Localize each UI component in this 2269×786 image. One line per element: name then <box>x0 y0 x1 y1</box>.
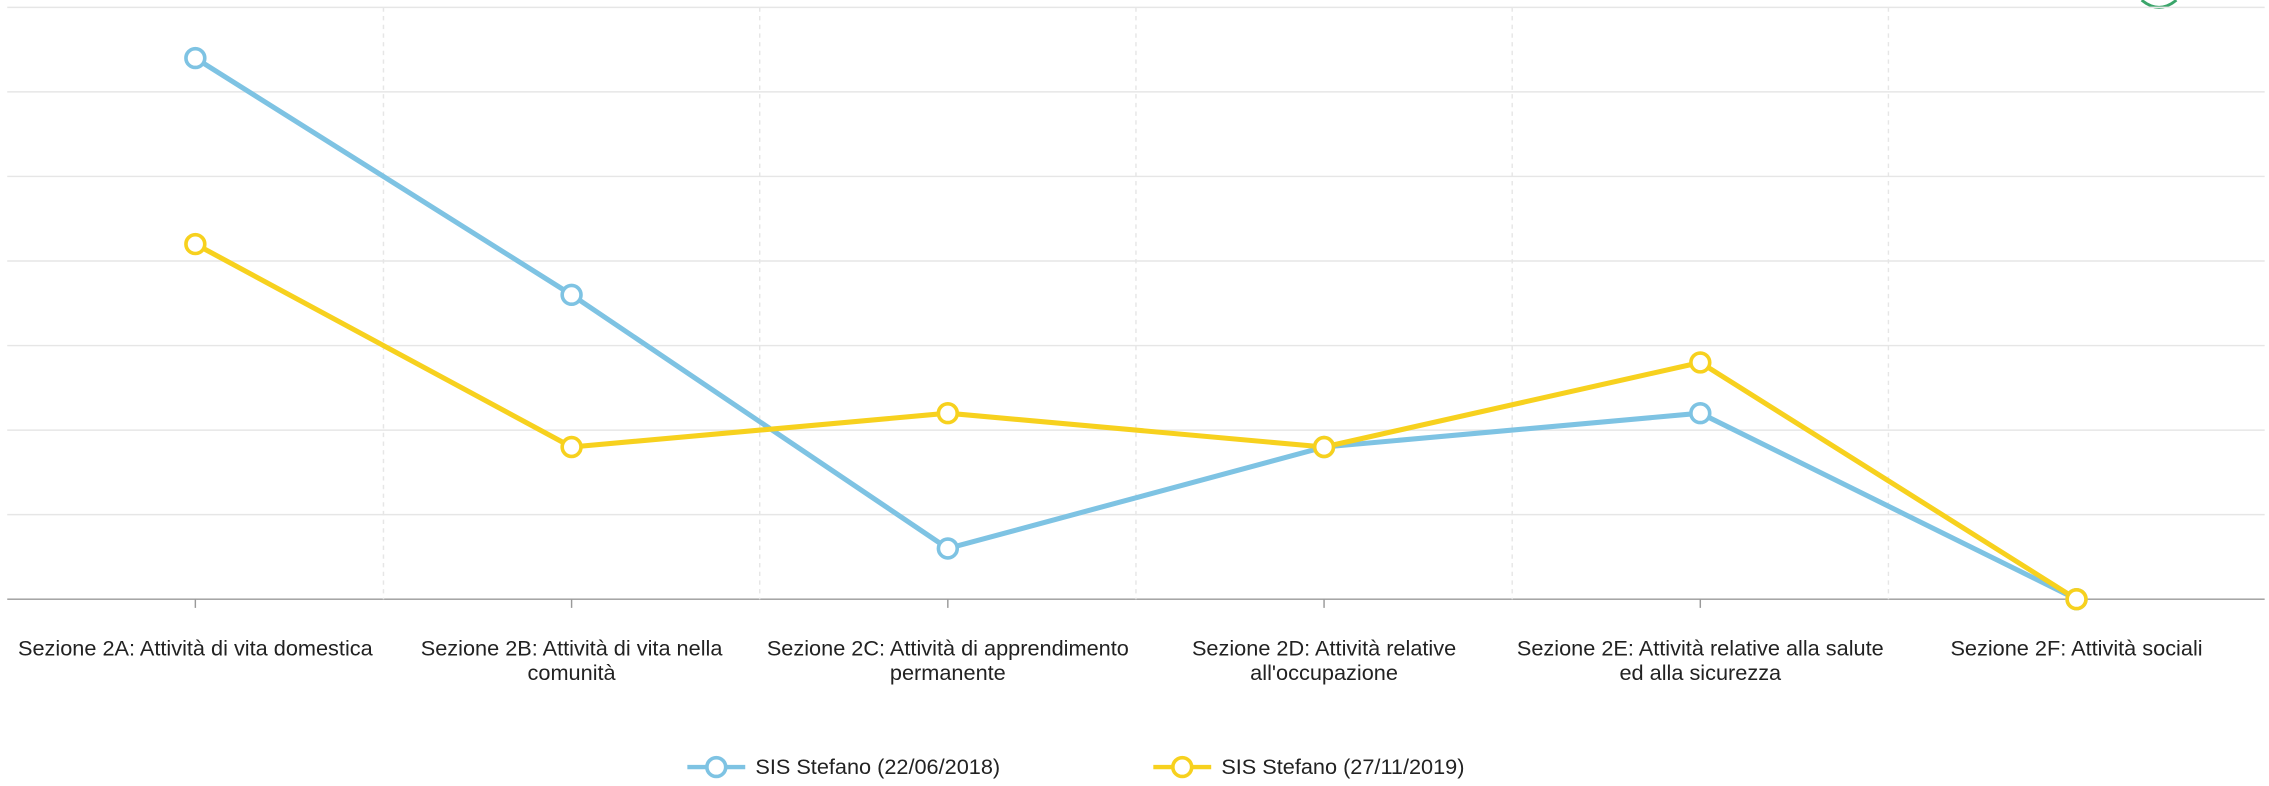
point <box>1689 401 1712 425</box>
legend-label: SIS Stefano (22/06/2018) <box>755 754 1000 779</box>
x-tick-label-box: Sezione 2D: Attività relative all'occupa… <box>1191 636 1457 687</box>
point <box>184 232 207 256</box>
legend-label: SIS Stefano (27/11/2019) <box>1221 754 1464 779</box>
x-tick-label-box: Sezione 2B: Attività di vita nella comun… <box>420 636 723 687</box>
legend-marker <box>1171 755 1194 779</box>
point <box>936 401 960 425</box>
x-tick-label-box: Sezione 2C: Attività di apprendimento pe… <box>766 636 1129 687</box>
series-line <box>194 55 2078 602</box>
point <box>560 435 583 459</box>
x-tick-label: Sezione 2F: Attività sociali <box>1950 636 2203 662</box>
series-line <box>194 241 2078 602</box>
legend-marker <box>705 755 728 779</box>
point <box>184 46 207 70</box>
x-tick-label: Sezione 2A: Attività di vita domestica <box>17 636 373 662</box>
x-tick-label: Sezione 2C: Attività di apprendimento pe… <box>766 636 1129 687</box>
point <box>1312 435 1336 459</box>
logo-fragment <box>2140 0 2178 9</box>
x-tick-label: Sezione 2D: Attività relative all'occupa… <box>1191 636 1457 687</box>
x-tick-label-box: Sezione 2F: Attività sociali <box>1950 636 2203 662</box>
x-tick-label-box: Sezione 2E: Attività relative alla salut… <box>1516 636 1884 687</box>
point <box>1689 351 1712 374</box>
point <box>2065 587 2088 611</box>
x-tick-label: Sezione 2B: Attività di vita nella comun… <box>420 636 723 687</box>
point <box>560 283 583 307</box>
x-tick-label: Sezione 2E: Attività relative alla salut… <box>1516 636 1884 687</box>
point <box>936 537 960 560</box>
x-tick-label-box: Sezione 2A: Attività di vita domestica <box>17 636 373 662</box>
